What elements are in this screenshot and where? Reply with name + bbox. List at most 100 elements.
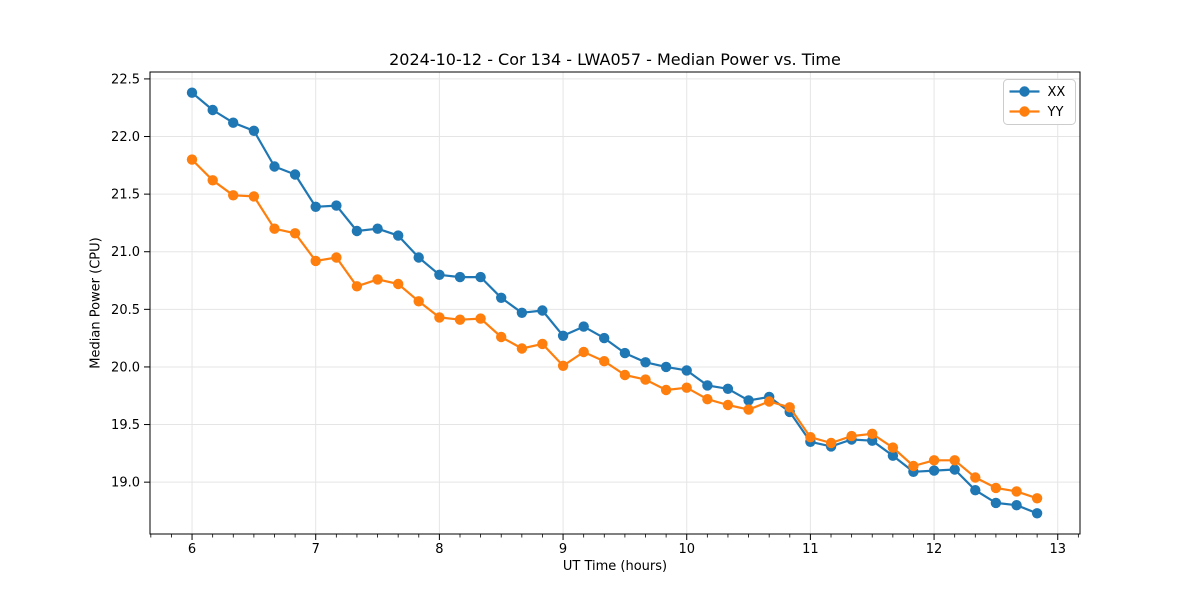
- series-YY-marker: [434, 312, 445, 323]
- series-XX-marker: [228, 117, 239, 128]
- series-YY-marker: [289, 228, 301, 239]
- series-XX-marker: [557, 330, 569, 341]
- series-YY-marker: [207, 175, 218, 186]
- series-XX-marker: [310, 201, 321, 212]
- y-tick-label: 21.5: [111, 188, 140, 203]
- series-XX-marker: [660, 361, 672, 373]
- series-XX-marker: [578, 321, 589, 332]
- legend-sample-marker: [1019, 86, 1030, 97]
- series-XX-marker: [289, 169, 301, 180]
- series-XX-marker: [454, 271, 466, 283]
- series-YY-marker: [516, 343, 528, 354]
- series-XX-marker: [248, 125, 260, 136]
- series-YY-marker: [681, 382, 692, 393]
- series-YY-marker: [310, 255, 321, 267]
- series-XX-marker: [496, 292, 507, 303]
- series-YY-marker: [887, 442, 899, 453]
- series-XX-marker: [537, 305, 548, 316]
- series-XX-line: [191, 91, 1038, 515]
- series-YY-marker: [846, 430, 857, 442]
- series-YY-marker: [764, 396, 775, 407]
- series-YY-marker: [867, 428, 878, 439]
- x-tick-label: 6: [188, 542, 196, 557]
- series-XX-marker: [434, 269, 445, 280]
- legend-label: XX: [1048, 85, 1066, 100]
- series-YY-marker: [825, 437, 837, 449]
- series-YY-marker: [702, 394, 713, 405]
- y-axis-label: Median Power (CPU): [88, 237, 104, 369]
- series-XX-marker: [372, 223, 383, 234]
- series-YY-marker: [557, 360, 569, 371]
- series-YY-marker: [928, 455, 940, 466]
- series-XX-marker: [702, 380, 713, 391]
- y-tick-label: 22.0: [111, 130, 140, 145]
- series-YY-marker: [640, 374, 651, 385]
- legend-sample-marker: [1019, 106, 1030, 117]
- series-YY-marker: [186, 154, 198, 165]
- plot-area-frame: [149, 71, 1081, 535]
- series-XX-marker: [351, 225, 363, 237]
- series-YY-marker: [599, 356, 610, 367]
- series-YY-marker: [949, 455, 960, 466]
- series-XX-marker: [331, 200, 342, 211]
- x-tick-label: 11: [802, 542, 819, 557]
- series-YY-marker: [372, 274, 383, 285]
- series-XX-marker: [990, 497, 1002, 509]
- series-YY-marker: [351, 281, 363, 292]
- series-YY-marker: [496, 331, 507, 343]
- series-YY-marker: [1011, 486, 1022, 497]
- series-YY-marker: [475, 313, 486, 324]
- series-YY-marker: [619, 369, 631, 381]
- series-YY-marker: [990, 482, 1002, 494]
- series-XX-marker: [516, 307, 528, 318]
- series-XX-marker: [413, 252, 424, 263]
- legend-label: YY: [1047, 105, 1064, 120]
- series-XX-marker: [1011, 500, 1022, 511]
- x-tick-label: 8: [435, 542, 443, 557]
- series-XX-marker: [393, 230, 404, 241]
- series-XX-marker: [207, 104, 218, 116]
- series-XX-marker: [269, 161, 280, 172]
- series-XX-marker: [599, 332, 610, 344]
- series-XX-marker: [681, 365, 692, 376]
- series-XX-marker: [640, 357, 651, 368]
- series-XX-marker: [1031, 508, 1043, 519]
- chart-title: 2024-10-12 - Cor 134 - LWA057 - Median P…: [389, 50, 841, 69]
- series-YY-marker: [393, 278, 404, 290]
- series-XX-marker: [928, 465, 940, 476]
- series-YY-marker: [269, 223, 280, 234]
- y-tick-label: 19.5: [111, 418, 140, 433]
- series-YY-marker: [970, 472, 981, 483]
- series-YY-marker: [537, 338, 548, 350]
- series-YY-marker: [578, 346, 589, 358]
- series-YY-marker: [228, 190, 239, 201]
- series-XX-marker: [619, 347, 631, 359]
- series-YY-marker: [908, 460, 919, 472]
- y-tick-label: 21.0: [111, 245, 140, 260]
- series-XX-marker: [475, 271, 486, 283]
- y-tick-label: 19.0: [111, 476, 140, 491]
- series-YY-marker: [248, 191, 260, 202]
- x-tick-label: 13: [1049, 542, 1066, 557]
- series-YY-marker: [722, 399, 734, 411]
- series-XX-marker: [722, 383, 734, 394]
- series-XX-marker: [970, 485, 981, 496]
- x-tick-label: 12: [926, 542, 943, 557]
- series-XX-marker: [743, 395, 754, 406]
- x-tick-label: 7: [312, 542, 320, 557]
- series-XX-marker: [949, 464, 960, 475]
- x-axis-label: UT Time (hours): [562, 559, 668, 574]
- series-YY-marker: [454, 314, 466, 325]
- y-tick-label: 20.5: [111, 303, 140, 318]
- x-tick-label: 9: [559, 542, 567, 557]
- series-YY-marker: [743, 404, 754, 415]
- series-YY-marker: [805, 432, 816, 443]
- series-XX-marker: [186, 87, 198, 98]
- series-YY-marker: [660, 384, 672, 396]
- series-YY-marker: [413, 296, 424, 307]
- y-tick-label: 20.0: [111, 360, 140, 375]
- series-XX-marker: [887, 450, 899, 461]
- x-tick-label: 10: [678, 542, 695, 557]
